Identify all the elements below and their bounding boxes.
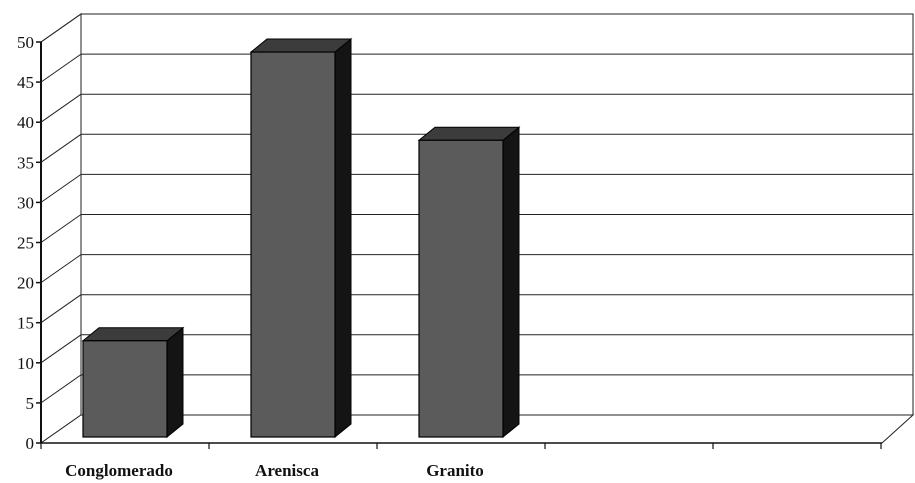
bar-side bbox=[502, 126, 520, 439]
gridline-side bbox=[40, 374, 82, 404]
bar-conglomerado bbox=[81, 326, 185, 439]
bar-side bbox=[166, 326, 184, 439]
bars bbox=[81, 37, 521, 439]
bar-granito bbox=[417, 126, 521, 439]
bar-top bbox=[249, 38, 353, 53]
x-axis-labels: Conglomerado Arenisca Granito bbox=[65, 461, 484, 480]
x-category-label: Arenisca bbox=[255, 461, 319, 480]
gridline-side bbox=[40, 294, 82, 324]
y-tick-label: 30 bbox=[17, 193, 34, 212]
y-tick-label: 45 bbox=[17, 73, 34, 92]
bar-front bbox=[250, 51, 336, 438]
bar-front bbox=[82, 340, 168, 438]
gridline-side bbox=[40, 13, 82, 43]
bar-side bbox=[334, 37, 352, 439]
gridline-side bbox=[40, 173, 82, 203]
y-tick-label: 20 bbox=[17, 274, 34, 293]
x-category-label: Granito bbox=[426, 461, 484, 480]
bar-top bbox=[417, 126, 521, 141]
bar-front bbox=[418, 139, 504, 438]
bar-arenisca bbox=[249, 37, 353, 439]
y-tick-label: 10 bbox=[17, 354, 34, 373]
y-tick-label: 15 bbox=[17, 314, 34, 333]
gridline-side bbox=[40, 334, 82, 364]
y-tick-label: 35 bbox=[17, 153, 34, 172]
gridline-side bbox=[40, 254, 82, 284]
y-tick-label: 40 bbox=[17, 113, 34, 132]
bar-top bbox=[81, 327, 185, 342]
y-tick-label: 25 bbox=[17, 234, 34, 253]
y-tick-label: 5 bbox=[26, 394, 35, 413]
gridline-side bbox=[40, 53, 82, 83]
gridline-side bbox=[40, 93, 82, 123]
y-axis-ticks: 0 5 10 15 20 25 30 35 40 45 50 bbox=[17, 33, 41, 453]
gridline-side bbox=[40, 214, 82, 243]
y-tick-label: 0 bbox=[26, 434, 35, 453]
gridline-side bbox=[40, 133, 82, 163]
x-category-label: Conglomerado bbox=[65, 461, 173, 480]
y-tick-label: 50 bbox=[17, 33, 34, 52]
